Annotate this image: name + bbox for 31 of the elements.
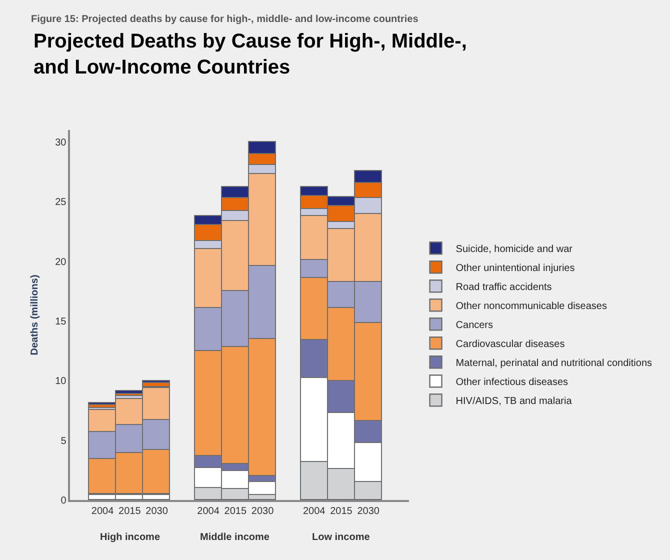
y-tick-label: 25 [55,197,67,208]
legend-label: Maternal, perinatal and nutritional conditions [456,358,652,369]
chart-title: Projected Deaths by Cause for High-, Middle-, and Low-Income Countries [34,30,467,79]
y-tick-label: 5 [60,436,67,447]
legend-label: Other infectious diseases [456,377,568,388]
caption: Figure 15: Projected deaths by cause for high-, middle- and low-income countries [31,14,419,25]
y-tick-label: 20 [55,256,67,268]
legend-label: HIV/AIDS, TB and malaria [456,396,572,407]
x-tick-label: 2015 [118,506,142,517]
legend-label: Cardiovascular diseases [456,339,565,350]
x-tick-label: 2004 [91,506,114,517]
x-tick-label: 2015 [224,506,247,517]
legend-label: Cancers [456,320,494,331]
x-tick-label: 2030 [251,506,274,517]
legend-label: Other unintentional injuries [456,263,575,274]
text: Middle income [200,532,270,543]
legend-label: Road traffic accidents [456,282,552,293]
y-tick-label: 15 [55,316,67,328]
x-tick-label: 2004 [197,506,220,517]
x-tick-label: 2030 [357,506,380,517]
y-tick-label: 30 [55,137,67,148]
y-tick-label: 0 [60,496,67,506]
legend-label: Suicide, homicide and war [456,244,574,255]
text: High income [100,532,160,543]
legend-label: Other noncommunicable diseases [456,301,607,312]
y-axis-title: Deaths (millions) [30,274,41,356]
y-tick-label: 10 [55,376,67,388]
text: Low income [312,532,370,543]
x-tick-label: 2004 [302,506,326,517]
x-tick-label: 2030 [146,506,168,517]
x-tick-label: 2015 [330,506,353,517]
